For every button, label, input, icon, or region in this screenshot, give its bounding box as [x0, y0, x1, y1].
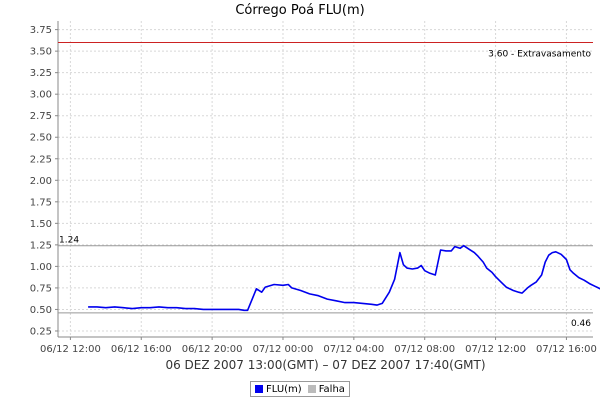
y-tick-label: 3.25	[30, 68, 52, 79]
x-tick-label: 06/12 20:00	[182, 344, 243, 355]
legend-item-flu[interactable]: FLU(m)	[255, 384, 302, 395]
y-tick-label: 3.75	[30, 25, 52, 36]
y-tick-label: 2.25	[30, 154, 52, 165]
y-tick-label: 2.75	[30, 111, 52, 122]
x-tick-label: 07/12 00:00	[253, 344, 314, 355]
y-tick-label: 1.75	[30, 197, 52, 208]
y-tick-label: 1.00	[30, 262, 52, 273]
x-tick-label: 07/12 16:00	[536, 344, 597, 355]
reference-line-label: 3.60 - Extravasamento	[488, 50, 591, 60]
x-tick-label: 07/12 12:00	[465, 344, 526, 355]
x-tick-label: 06/12 16:00	[111, 344, 172, 355]
x-tick-label: 07/12 04:00	[323, 344, 384, 355]
reference-line-label: 1.24	[59, 236, 79, 246]
x-tick-label: 07/12 08:00	[394, 344, 455, 355]
y-tick-label: 0.75	[30, 283, 52, 294]
y-tick-label: 3.00	[30, 90, 52, 101]
y-tick-label: 2.50	[30, 133, 52, 144]
chart-title: Córrego Poá FLU(m)	[235, 3, 365, 18]
series-line-flu	[88, 244, 600, 312]
y-tick-label: 0.25	[30, 326, 52, 337]
legend-swatch-falha	[307, 385, 316, 393]
y-tick-label: 3.50	[30, 47, 52, 58]
legend-item-falha[interactable]: Falha	[307, 383, 345, 395]
legend-label-flu: FLU(m)	[266, 383, 302, 395]
y-tick-label: 2.00	[30, 176, 52, 187]
y-tick-label: 1.50	[30, 219, 52, 230]
y-tick-label: 1.25	[30, 240, 52, 251]
reference-line-label: 0.46	[571, 319, 591, 329]
legend-swatch-flu	[255, 385, 263, 393]
chart-legend: FLU(m) Falha	[250, 381, 350, 397]
x-tick-label: 06/12 12:00	[40, 344, 101, 355]
legend-label-falha: Falha	[318, 383, 345, 395]
chart-subtitle: 06 DEZ 2007 13:00(GMT) – 07 DEZ 2007 17:…	[165, 358, 486, 372]
y-tick-label: 0.50	[30, 305, 52, 316]
